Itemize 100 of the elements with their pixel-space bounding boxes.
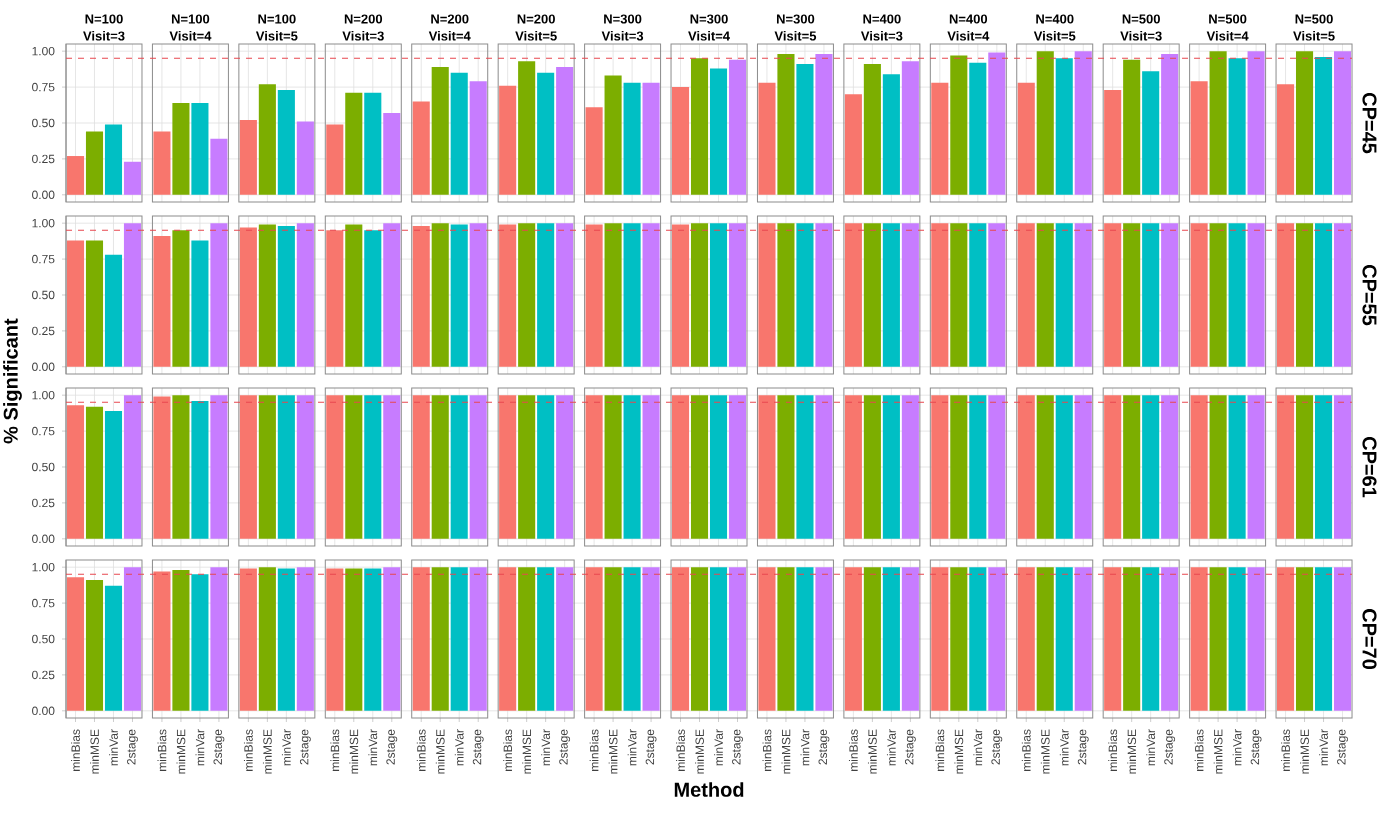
bar [1209,395,1227,539]
bar [690,567,709,711]
bar [969,223,987,367]
y-axis-title: % Significant [3,318,22,444]
bar [1142,71,1160,195]
bar [950,223,968,367]
bar [66,577,85,711]
bar [1055,58,1073,195]
bar [1036,51,1054,195]
bar [85,580,104,711]
bar [1247,223,1265,367]
bar [777,567,795,711]
bar [1228,567,1246,711]
bar [604,75,622,195]
bar [623,82,641,195]
bar [709,395,728,539]
bar [258,224,276,367]
bar [450,224,468,367]
bar [950,395,968,539]
bar [172,230,190,367]
bar [153,396,171,539]
bar [1055,395,1073,539]
bar [604,223,622,367]
bar [85,240,104,367]
bar [690,58,709,195]
bar [364,568,382,711]
bar [277,226,295,367]
bar [1142,395,1160,539]
bar [969,567,987,711]
bar [345,224,363,367]
bar [1333,223,1352,367]
bar [777,223,795,367]
bar [277,89,295,195]
bar [623,567,641,711]
bar [863,64,881,195]
bar [863,395,881,539]
bar [863,223,881,367]
y2-axis-title: CP=70 [1362,608,1377,670]
y2-axis-title: CP=61 [1362,436,1377,498]
bar [1333,395,1352,539]
bar [364,230,382,367]
bar [1295,223,1314,367]
bar [882,567,900,711]
bar [239,568,257,711]
bar [1228,58,1246,195]
bar [1036,395,1054,539]
bar [450,395,468,539]
bar [1314,395,1333,539]
bar [777,54,795,195]
bar [969,395,987,539]
bar [1247,567,1265,711]
bar [690,223,709,367]
bar [518,395,536,539]
bar [450,567,468,711]
bar [85,406,104,539]
bar [518,567,536,711]
bar [172,395,190,539]
bar [950,55,968,195]
bar [172,102,190,195]
bar [66,240,85,367]
bar [796,395,814,539]
bar [364,395,382,539]
bar [345,395,363,539]
bar [1161,567,1179,711]
bar [1228,395,1246,539]
y2-axis-title: CP=55 [1362,264,1377,326]
bar [1123,223,1141,367]
bar [104,585,123,711]
bar [1161,395,1179,539]
bar [258,567,276,711]
bar [623,223,641,367]
bar [1142,223,1160,367]
bar [623,395,641,539]
bar [518,223,536,367]
bar [239,227,257,367]
bar [431,395,449,539]
bar [191,240,209,367]
bar [172,570,190,711]
bar [537,567,555,711]
bar [537,223,555,367]
bar [153,236,171,367]
bar [104,254,123,367]
bar [450,72,468,195]
bar [1209,51,1227,195]
bar [882,74,900,195]
bar [777,395,795,539]
bar [1161,54,1179,195]
bar [277,568,295,711]
bar [364,92,382,195]
bar [518,61,536,195]
bar [1295,51,1314,195]
bar [431,66,449,195]
bar [1314,567,1333,711]
bar [1055,223,1073,367]
bar [1055,567,1073,711]
bar [239,120,257,195]
bar [796,64,814,195]
x-axis-title: Method [674,782,744,797]
bar [431,567,449,711]
bar [66,156,85,195]
